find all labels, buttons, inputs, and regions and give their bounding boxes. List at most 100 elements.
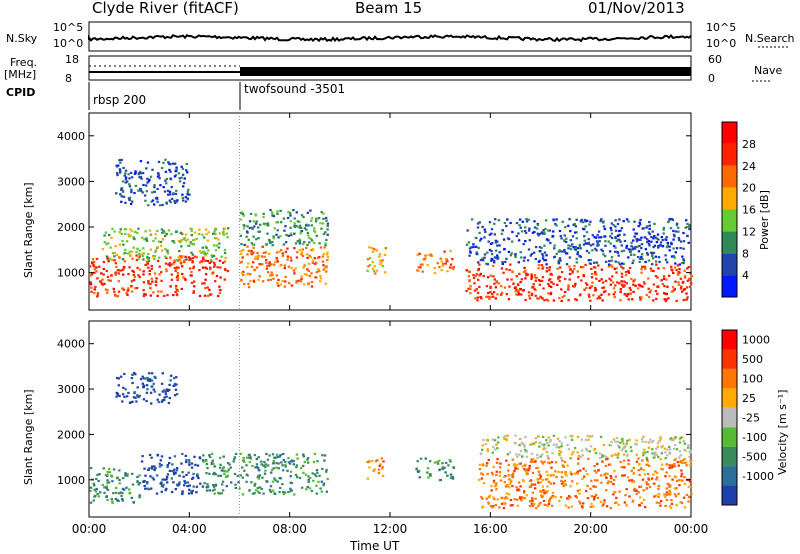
power-cell-0 [112,287,115,290]
velocity-cell-1 [193,455,196,458]
power-cell-7 [518,218,522,221]
power-cell-6 [683,275,687,278]
velocity-cell-2 [289,487,292,490]
power-cell-8 [153,203,156,206]
power-cell-3 [296,220,300,223]
power-cell-7 [633,247,637,250]
power-cell-4 [372,248,376,251]
velocity-cell-6 [599,435,603,438]
velocity-cell-2 [277,467,280,470]
power-cell-7 [507,250,511,253]
power-cell-2 [247,282,250,285]
velocity-cell-5 [548,500,551,503]
power-cell-0 [132,270,135,273]
velocity-cell-1 [184,454,187,457]
velocity-cell-2 [261,476,264,479]
power-cell-7 [666,244,670,247]
power-cell-6 [568,278,571,281]
power-cell-2 [301,254,305,258]
power-cell-7 [571,235,575,238]
velocity-cell-5 [666,482,669,485]
velocity-cell-5 [688,480,692,483]
velocity-cell-4 [445,461,448,464]
velocity-cell-5 [604,464,608,467]
velocity-cell-5 [576,489,579,492]
power-cell-7 [648,221,651,224]
velocity-ytick-label-0: 1000 [57,474,85,487]
power-cell-2 [283,264,287,267]
power-cell-1 [182,238,186,241]
power-cell-6 [594,288,598,291]
power-cell-6 [521,289,524,292]
velocity-cell-5 [617,503,620,506]
power-cell-7 [527,218,530,221]
velocity-cell-5 [509,480,513,483]
power-colorbar-swatch-1 [722,253,737,276]
velocity-cell-5 [576,470,579,473]
power-cell-0 [149,286,152,289]
velocity-cell-6 [545,439,548,442]
velocity-cell-1 [188,463,191,466]
power-data [89,158,693,303]
velocity-cell-2 [270,471,273,474]
power-cell-6 [690,275,693,278]
velocity-cell-5 [575,472,579,475]
power-cell-7 [491,253,494,256]
velocity-cell-7 [172,384,175,387]
velocity-cell-5 [498,466,502,469]
power-cell-7 [640,243,644,246]
velocity-cell-7 [150,385,153,388]
power-cell-3 [243,224,246,227]
velocity-cell-5 [641,459,644,462]
power-cell-0 [95,266,98,269]
velocity-cell-5 [687,485,690,488]
power-cell-7 [671,218,674,221]
nave-label: Nave [754,64,783,77]
power-cell-8 [120,188,123,191]
power-cell-6 [479,296,482,299]
power-cell-6 [505,293,508,296]
velocity-cell-5 [672,465,675,468]
velocity-cell-0 [138,496,141,499]
velocity-data [89,371,693,510]
power-cell-0 [169,285,172,288]
power-cell-3 [249,212,253,215]
power-cell-0 [223,278,226,281]
power-cell-6 [628,266,632,270]
power-cell-7 [568,256,572,259]
velocity-cell-7 [173,382,177,385]
power-cell-8 [116,172,119,175]
power-cell-1 [223,251,227,254]
power-cell-2 [305,253,309,256]
velocity-ytick-label-3: 4000 [57,338,85,351]
velocity-cell-5 [511,458,514,461]
velocity-cell-6 [601,454,604,457]
power-cell-8 [130,191,133,194]
power-cell-3 [268,238,271,242]
power-cell-6 [537,297,541,300]
power-cell-7 [505,224,508,228]
velocity-cell-5 [547,480,551,483]
power-cell-1 [212,254,216,257]
velocity-cell-5 [593,469,596,472]
power-cell-1 [121,258,125,261]
velocity-cell-2 [286,469,289,472]
power-cell-2 [240,260,243,263]
power-cell-6 [515,275,518,278]
power-cell-2 [284,280,287,283]
velocity-cell-5 [543,490,547,493]
power-cell-2 [307,281,310,284]
power-cell-8 [147,180,150,183]
velocity-cell-1 [171,469,174,473]
velocity-cell-5 [571,480,574,483]
power-cell-8 [180,165,183,168]
power-cell-7 [497,219,500,222]
power-cell-7 [563,250,567,253]
velocity-cell-5 [517,488,520,491]
power-cell-7 [565,237,568,240]
power-cell-7 [478,231,481,234]
power-cell-4 [379,262,382,265]
velocity-cell-5 [683,457,687,460]
velocity-cell-5 [655,501,659,504]
velocity-cell-5 [664,504,667,507]
